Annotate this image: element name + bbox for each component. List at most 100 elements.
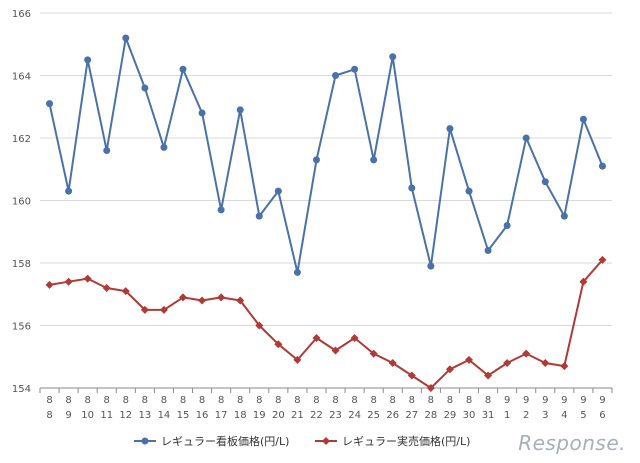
x-tick-day: 4 [561, 410, 567, 421]
data-point-regular-board [522, 134, 530, 142]
data-point-regular-board [389, 53, 397, 61]
data-point-regular-actual [236, 296, 245, 305]
x-tick-month: 9 [580, 395, 586, 406]
x-tick-day: 29 [444, 410, 457, 421]
data-point-regular-board [103, 147, 111, 154]
data-point-regular-board [160, 143, 168, 151]
x-tick-day: 24 [348, 410, 361, 421]
y-tick-label: 158 [12, 259, 31, 270]
data-point-regular-board [46, 100, 54, 108]
data-point-regular-actual [274, 340, 283, 349]
data-point-regular-board [274, 187, 282, 195]
data-point-regular-actual [312, 334, 321, 342]
y-tick-label: 156 [12, 322, 31, 333]
x-tick-day: 16 [196, 410, 209, 421]
data-point-regular-board [465, 187, 473, 195]
x-tick-day: 8 [46, 410, 52, 421]
x-tick-month: 8 [275, 395, 281, 406]
x-tick-day: 25 [367, 410, 380, 421]
x-axis-ticks: 8889810811812813814815816817818819820821… [46, 395, 605, 421]
y-tick-label: 160 [12, 197, 31, 208]
x-tick-month: 8 [370, 395, 376, 406]
x-tick-day: 28 [424, 410, 437, 421]
x-tick-day: 1 [504, 410, 510, 421]
x-tick-day: 2 [523, 410, 529, 421]
data-point-regular-board [370, 156, 378, 164]
x-tick-month: 8 [294, 395, 300, 406]
data-point-regular-actual [407, 371, 416, 380]
y-tick-label: 164 [12, 72, 31, 83]
data-point-regular-board [484, 247, 492, 254]
x-tick-day: 19 [253, 410, 266, 421]
legend-label: レギュラー実売価格(円/L) [342, 434, 470, 448]
x-tick-month: 8 [142, 395, 148, 406]
x-tick-month: 9 [504, 395, 510, 406]
data-point-regular-board [217, 206, 225, 214]
x-tick-month: 8 [256, 395, 262, 406]
x-tick-month: 8 [313, 395, 319, 406]
data-point-regular-board [179, 65, 187, 73]
data-point-regular-actual [560, 362, 569, 371]
data-point-regular-board [503, 222, 511, 229]
data-point-regular-board [255, 212, 263, 220]
data-point-regular-actual [83, 274, 92, 283]
data-point-regular-actual [541, 359, 550, 367]
x-tick-day: 22 [310, 410, 323, 421]
x-tick-day: 23 [329, 410, 342, 421]
watermark-logo: Response. [518, 431, 626, 455]
y-tick-label: 154 [12, 384, 31, 395]
data-point-regular-board [312, 156, 320, 164]
x-tick-month: 8 [65, 395, 71, 406]
data-point-regular-board [446, 125, 454, 133]
data-point-regular-actual [445, 365, 454, 374]
x-tick-day: 13 [138, 410, 151, 421]
x-tick-day: 5 [580, 410, 586, 421]
x-tick-day: 12 [119, 410, 132, 421]
data-point-regular-actual [179, 293, 187, 302]
data-point-regular-board [427, 262, 435, 270]
data-point-regular-actual [331, 346, 340, 355]
x-tick-day: 14 [158, 410, 171, 421]
y-axis-ticks: 154 156 158 160 162 164 166 [12, 9, 31, 395]
data-point-regular-actual [350, 334, 359, 342]
data-point-regular-actual [579, 277, 588, 286]
x-tick-day: 26 [386, 410, 399, 421]
series-line-1 [49, 259, 604, 389]
legend-label: レギュラー看板価格(円/L) [161, 434, 289, 448]
data-point-regular-board [560, 212, 568, 220]
x-tick-month: 9 [542, 395, 548, 406]
x-tick-month: 8 [466, 395, 472, 406]
x-tick-day: 15 [177, 410, 190, 421]
x-tick-day: 18 [234, 410, 247, 421]
x-tick-month: 8 [104, 395, 110, 406]
x-tick-day: 20 [272, 410, 285, 421]
data-point-regular-board [598, 162, 606, 170]
x-tick-day: 11 [100, 410, 113, 421]
x-tick-month: 8 [123, 395, 129, 406]
data-point-regular-board [332, 72, 340, 79]
data-point-regular-actual [465, 355, 473, 364]
x-tick-day: 10 [81, 410, 94, 421]
data-point-regular-board [236, 106, 244, 114]
data-point-regular-actual [102, 284, 111, 292]
x-tick-month: 8 [447, 395, 453, 406]
data-point-regular-actual [255, 321, 264, 330]
x-tick-day: 6 [599, 410, 605, 421]
x-tick-month: 8 [84, 395, 90, 406]
x-tick-month: 8 [351, 395, 357, 406]
data-point-regular-actual [159, 305, 168, 314]
data-point-regular-actual [140, 305, 149, 314]
x-tick-month: 8 [332, 395, 338, 406]
x-tick-month: 9 [561, 395, 567, 406]
data-point-regular-board [541, 178, 549, 186]
x-tick-month: 8 [218, 395, 224, 406]
data-point-regular-actual [45, 280, 54, 289]
x-tick-month: 8 [237, 395, 243, 406]
data-point-regular-actual [64, 277, 73, 286]
x-tick-month: 8 [199, 395, 205, 406]
legend-marker-circle [141, 437, 149, 445]
x-tick-day: 21 [291, 410, 304, 421]
data-point-regular-actual [503, 359, 512, 367]
x-tick-day: 3 [542, 410, 548, 421]
